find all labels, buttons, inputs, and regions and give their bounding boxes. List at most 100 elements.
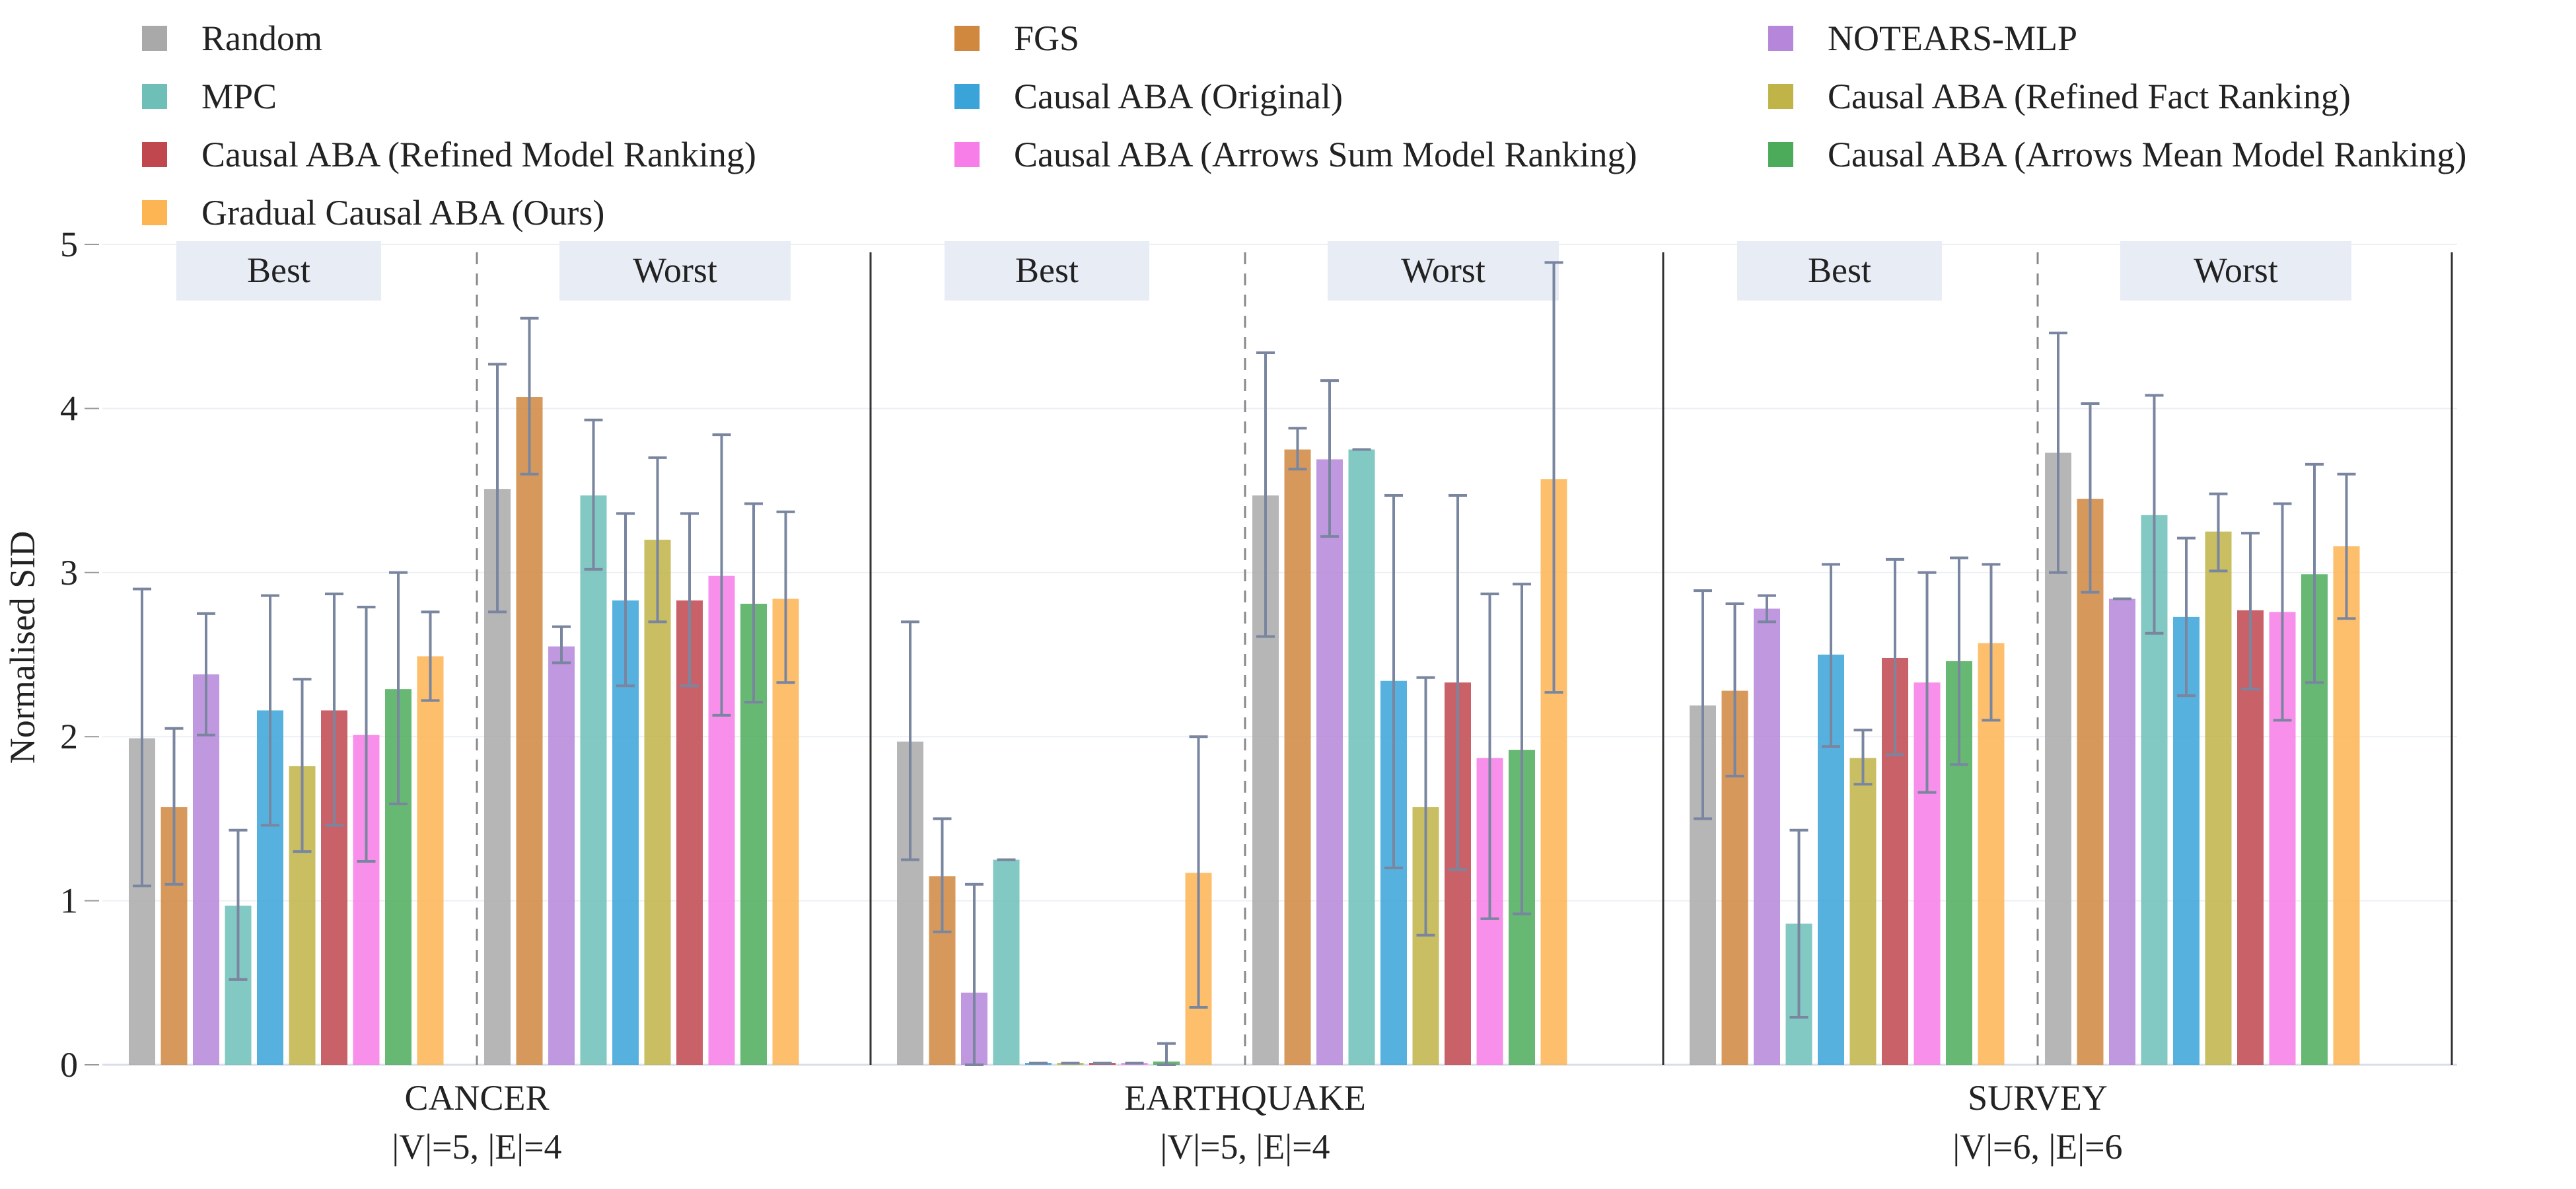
- error-bar: [744, 502, 763, 704]
- y-tick-label: 1: [60, 881, 78, 921]
- error-bar: [1789, 828, 1808, 1019]
- legend-item-causal-aba-arrows-sum-model-ranking[interactable]: Causal ABA (Arrows Sum Model Ranking): [954, 128, 1637, 181]
- bar-mpc-worst-cancer[interactable]: [580, 495, 607, 1065]
- legend-label: MPC: [201, 77, 277, 116]
- error-bar: [1544, 261, 1563, 694]
- error-bar: [1853, 729, 1873, 786]
- error-bar: [325, 593, 343, 827]
- error-bar: [2305, 462, 2324, 684]
- worst-group-label: Worst: [2194, 250, 2278, 290]
- legend-swatch: [142, 200, 167, 225]
- legend-swatch: [142, 142, 167, 167]
- bar-fgs-worst-earthquake[interactable]: [1284, 449, 1311, 1065]
- best-group-label: Best: [1015, 250, 1079, 290]
- y-tick-label: 5: [60, 225, 78, 264]
- error-bar: [1694, 589, 1712, 820]
- error-bar: [229, 828, 248, 981]
- bar-notears-mlp-worst-earthquake[interactable]: [1316, 459, 1343, 1065]
- legend-item-causal-aba-original[interactable]: Causal ABA (Original): [954, 70, 1343, 123]
- error-bar: [1886, 558, 1904, 756]
- error-bar: [1822, 563, 1840, 748]
- bars: [129, 397, 2360, 1065]
- error-bar: [261, 594, 279, 827]
- legend-item-causal-aba-refined-model-ranking[interactable]: Causal ABA (Refined Model Ranking): [142, 128, 756, 181]
- error-bar: [293, 678, 312, 853]
- legend-swatch: [954, 84, 980, 109]
- bar-causal-aba-refined-fact-ranking-worst-survey[interactable]: [2205, 531, 2232, 1065]
- error-bar: [901, 620, 919, 861]
- error-bar: [357, 605, 376, 863]
- legend-item-mpc[interactable]: MPC: [142, 70, 277, 123]
- error-bar: [1758, 594, 1776, 624]
- bar-notears-mlp-best-survey[interactable]: [1754, 608, 1780, 1065]
- error-bar: [488, 363, 507, 614]
- legend-item-fgs[interactable]: FGS: [954, 12, 1079, 65]
- error-bar: [552, 625, 571, 665]
- bar-causal-aba-refined-fact-ranking-worst-cancer[interactable]: [644, 540, 671, 1065]
- error-bar: [1513, 583, 1531, 916]
- worst-group-box: [1328, 241, 1559, 301]
- error-bar: [776, 510, 795, 684]
- y-tick-label: 3: [60, 553, 78, 593]
- legend-swatch: [142, 84, 167, 109]
- panel-dividers: [176, 241, 2453, 1065]
- bar-gradual-causal-aba-ours-best-cancer[interactable]: [417, 656, 444, 1065]
- bar-fgs-worst-cancer[interactable]: [516, 397, 543, 1065]
- error-bar: [164, 727, 184, 886]
- error-bar: [648, 456, 667, 624]
- x-category-label: CANCER: [404, 1078, 549, 1118]
- legend-item-gradual-causal-aba-ours[interactable]: Gradual Causal ABA (Ours): [142, 186, 604, 239]
- legend-swatch: [954, 26, 980, 51]
- x-category-subtitle: |V|=5, |E|=4: [1160, 1127, 1330, 1167]
- best-group-label: Best: [1808, 250, 1871, 290]
- y-axis-label: Normalised SID: [3, 531, 42, 764]
- error-bar: [1320, 379, 1339, 538]
- error-bar: [1384, 494, 1403, 869]
- error-bar: [520, 316, 539, 476]
- bar-gradual-causal-aba-ours-worst-survey[interactable]: [2333, 546, 2360, 1065]
- error-bar: [1416, 676, 1435, 937]
- best-group-box: [945, 241, 1149, 301]
- error-bar: [2177, 536, 2196, 698]
- bar-causal-aba-refined-fact-ranking-best-survey[interactable]: [1849, 758, 1877, 1065]
- error-bar: [421, 610, 440, 702]
- x-category-subtitle: |V|=5, |E|=4: [392, 1127, 561, 1167]
- error-bar: [1256, 351, 1275, 638]
- bar-notears-mlp-best-cancer[interactable]: [193, 674, 219, 1065]
- legend-label: Random: [201, 18, 322, 58]
- legend-item-causal-aba-arrows-mean-model-ranking[interactable]: Causal ABA (Arrows Mean Model Ranking): [1768, 128, 2466, 181]
- bar-mpc-worst-earthquake[interactable]: [1348, 449, 1375, 1065]
- legend-item-notears-mlp[interactable]: NOTEARS-MLP: [1768, 12, 2077, 65]
- legend-swatch: [1768, 84, 1793, 109]
- error-bar: [1950, 556, 1968, 766]
- worst-group-label: Worst: [1401, 250, 1485, 290]
- best-group-box: [176, 241, 381, 301]
- legend-label: Causal ABA (Arrows Sum Model Ranking): [1014, 135, 1637, 174]
- y-tick-label: 0: [60, 1045, 78, 1085]
- bar-notears-mlp-worst-survey[interactable]: [2109, 598, 2135, 1065]
- x-category-label: EARTHQUAKE: [1124, 1078, 1366, 1118]
- legend-item-random[interactable]: Random: [142, 12, 322, 65]
- bar-notears-mlp-worst-cancer[interactable]: [548, 646, 575, 1065]
- legend-label: FGS: [1014, 18, 1080, 58]
- error-bar: [2081, 402, 2100, 594]
- error-bar: [1725, 602, 1744, 777]
- chart-labels: 0 1 2 3 4 5 Best Worst CANCER |V|=5, |E|=4 Best Wor…: [60, 225, 2278, 1167]
- error-bar: [933, 817, 952, 933]
- error-bar: [2049, 332, 2067, 574]
- legend-label: Causal ABA (Refined Fact Ranking): [1828, 77, 2351, 116]
- worst-group-label: Worst: [633, 250, 717, 290]
- legend-label: Causal ABA (Original): [1014, 77, 1343, 116]
- legend-label: Gradual Causal ABA (Ours): [201, 193, 605, 233]
- bar-mpc-best-earthquake[interactable]: [993, 859, 1020, 1065]
- legend-item-causal-aba-refined-fact-ranking[interactable]: Causal ABA (Refined Fact Ranking): [1768, 70, 2351, 123]
- error-bar: [1288, 427, 1307, 471]
- legend-swatch: [142, 26, 167, 51]
- legend-swatch: [1768, 142, 1793, 167]
- x-category-subtitle: |V|=6, |E|=6: [1952, 1127, 2122, 1167]
- best-group-box: [1737, 241, 1942, 301]
- y-tick-label: 4: [60, 388, 78, 428]
- error-bar: [2145, 394, 2164, 635]
- error-bar: [389, 571, 408, 806]
